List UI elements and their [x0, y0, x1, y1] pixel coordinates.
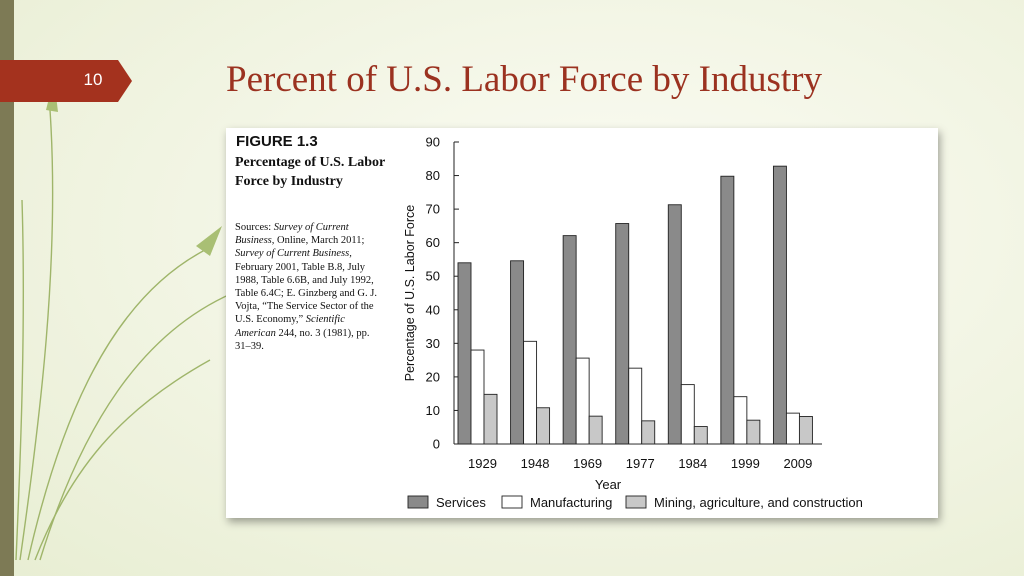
figure-caption: Percentage of U.S. Labor Force by Indust… — [235, 155, 385, 189]
bar-manufacturing-2009 — [785, 412, 800, 445]
source-text-run: Online, March 2011; — [274, 235, 365, 247]
source-text-run: Survey of Current Business, — [235, 248, 352, 260]
source-text-run: Sources: — [235, 222, 274, 233]
bar-services-1948 — [510, 260, 525, 445]
bar-chart: 0 10 20 30 40 50 60 70 80 90 Percentage of U.S. La… — [403, 135, 863, 511]
bar-mining-1984 — [693, 426, 708, 445]
x-tick-label: 1948 — [521, 456, 550, 471]
y-tick-label: 10 — [426, 403, 440, 418]
bar-manufacturing-1977 — [628, 367, 643, 445]
y-tick-label: 50 — [426, 269, 440, 284]
x-tick-label: 1984 — [678, 456, 707, 471]
bar-services-1977 — [615, 223, 630, 445]
bar-mining-1977 — [641, 420, 656, 445]
source-text-run: February 2001, Table B.8, July 1988, Tab… — [235, 261, 377, 326]
bar-services-1984 — [667, 204, 682, 445]
y-tick-label: 20 — [426, 369, 440, 384]
bar-manufacturing-1969 — [575, 357, 590, 445]
y-tick-label: 60 — [426, 235, 440, 250]
legend-swatch — [625, 495, 647, 509]
x-tick-label: 1977 — [626, 456, 655, 471]
slide-number-tab — [0, 60, 132, 102]
figure-label: FIGURE 1.3 — [236, 133, 318, 150]
x-axis-label: Year — [595, 477, 622, 492]
source-text-run: Scientific American — [235, 314, 345, 339]
decorative-grass-lines — [15, 78, 241, 561]
figure-card: FIGURE 1.3 Percentage of U.S. Labor Forc… — [226, 128, 938, 518]
x-tick-label: 1929 — [468, 456, 497, 471]
y-tick-label: 40 — [426, 302, 440, 317]
legend-label: Mining, agriculture, and construction — [654, 495, 863, 510]
bar-manufacturing-1999 — [733, 396, 748, 445]
source-text-run: Survey of Current Business, — [235, 222, 349, 247]
bar-manufacturing-1984 — [680, 384, 695, 445]
bar-services-1969 — [562, 235, 577, 445]
slide-title: Percent of U.S. Labor Force by Industry — [226, 59, 822, 100]
y-tick-label: 80 — [426, 168, 440, 183]
source-text-run: 244, no. 3 (1981), pp. 31–39. — [235, 327, 370, 352]
x-tick-label: 1969 — [573, 456, 602, 471]
left-accent-bar — [0, 0, 14, 576]
bar-services-1929 — [457, 262, 472, 445]
x-tick-label: 2009 — [783, 456, 812, 471]
bar-mining-1948 — [536, 407, 551, 445]
bar-mining-1929 — [483, 393, 498, 445]
y-tick-label: 70 — [426, 202, 440, 217]
x-tick-label: 1999 — [731, 456, 760, 471]
bar-manufacturing-1948 — [523, 340, 538, 445]
bar-mining-2009 — [798, 416, 813, 445]
legend-label: Manufacturing — [530, 495, 612, 510]
legend-swatch — [501, 495, 523, 509]
bar-manufacturing-1929 — [470, 349, 485, 445]
bar-services-1999 — [720, 175, 735, 445]
y-tick-label: 30 — [426, 336, 440, 351]
slide-number: 10 — [83, 70, 103, 89]
figure-sources: Sources: Survey of Current Business, Onl… — [235, 221, 387, 353]
y-tick-label: 90 — [426, 135, 440, 150]
y-axis-label: Percentage of U.S. Labor Force — [403, 205, 417, 382]
y-tick-label: 0 — [433, 437, 440, 452]
bar-mining-1969 — [588, 415, 603, 445]
legend-swatch — [407, 495, 429, 509]
bar-mining-1999 — [746, 419, 761, 445]
legend-label: Services — [436, 495, 486, 510]
bar-services-2009 — [772, 165, 787, 445]
